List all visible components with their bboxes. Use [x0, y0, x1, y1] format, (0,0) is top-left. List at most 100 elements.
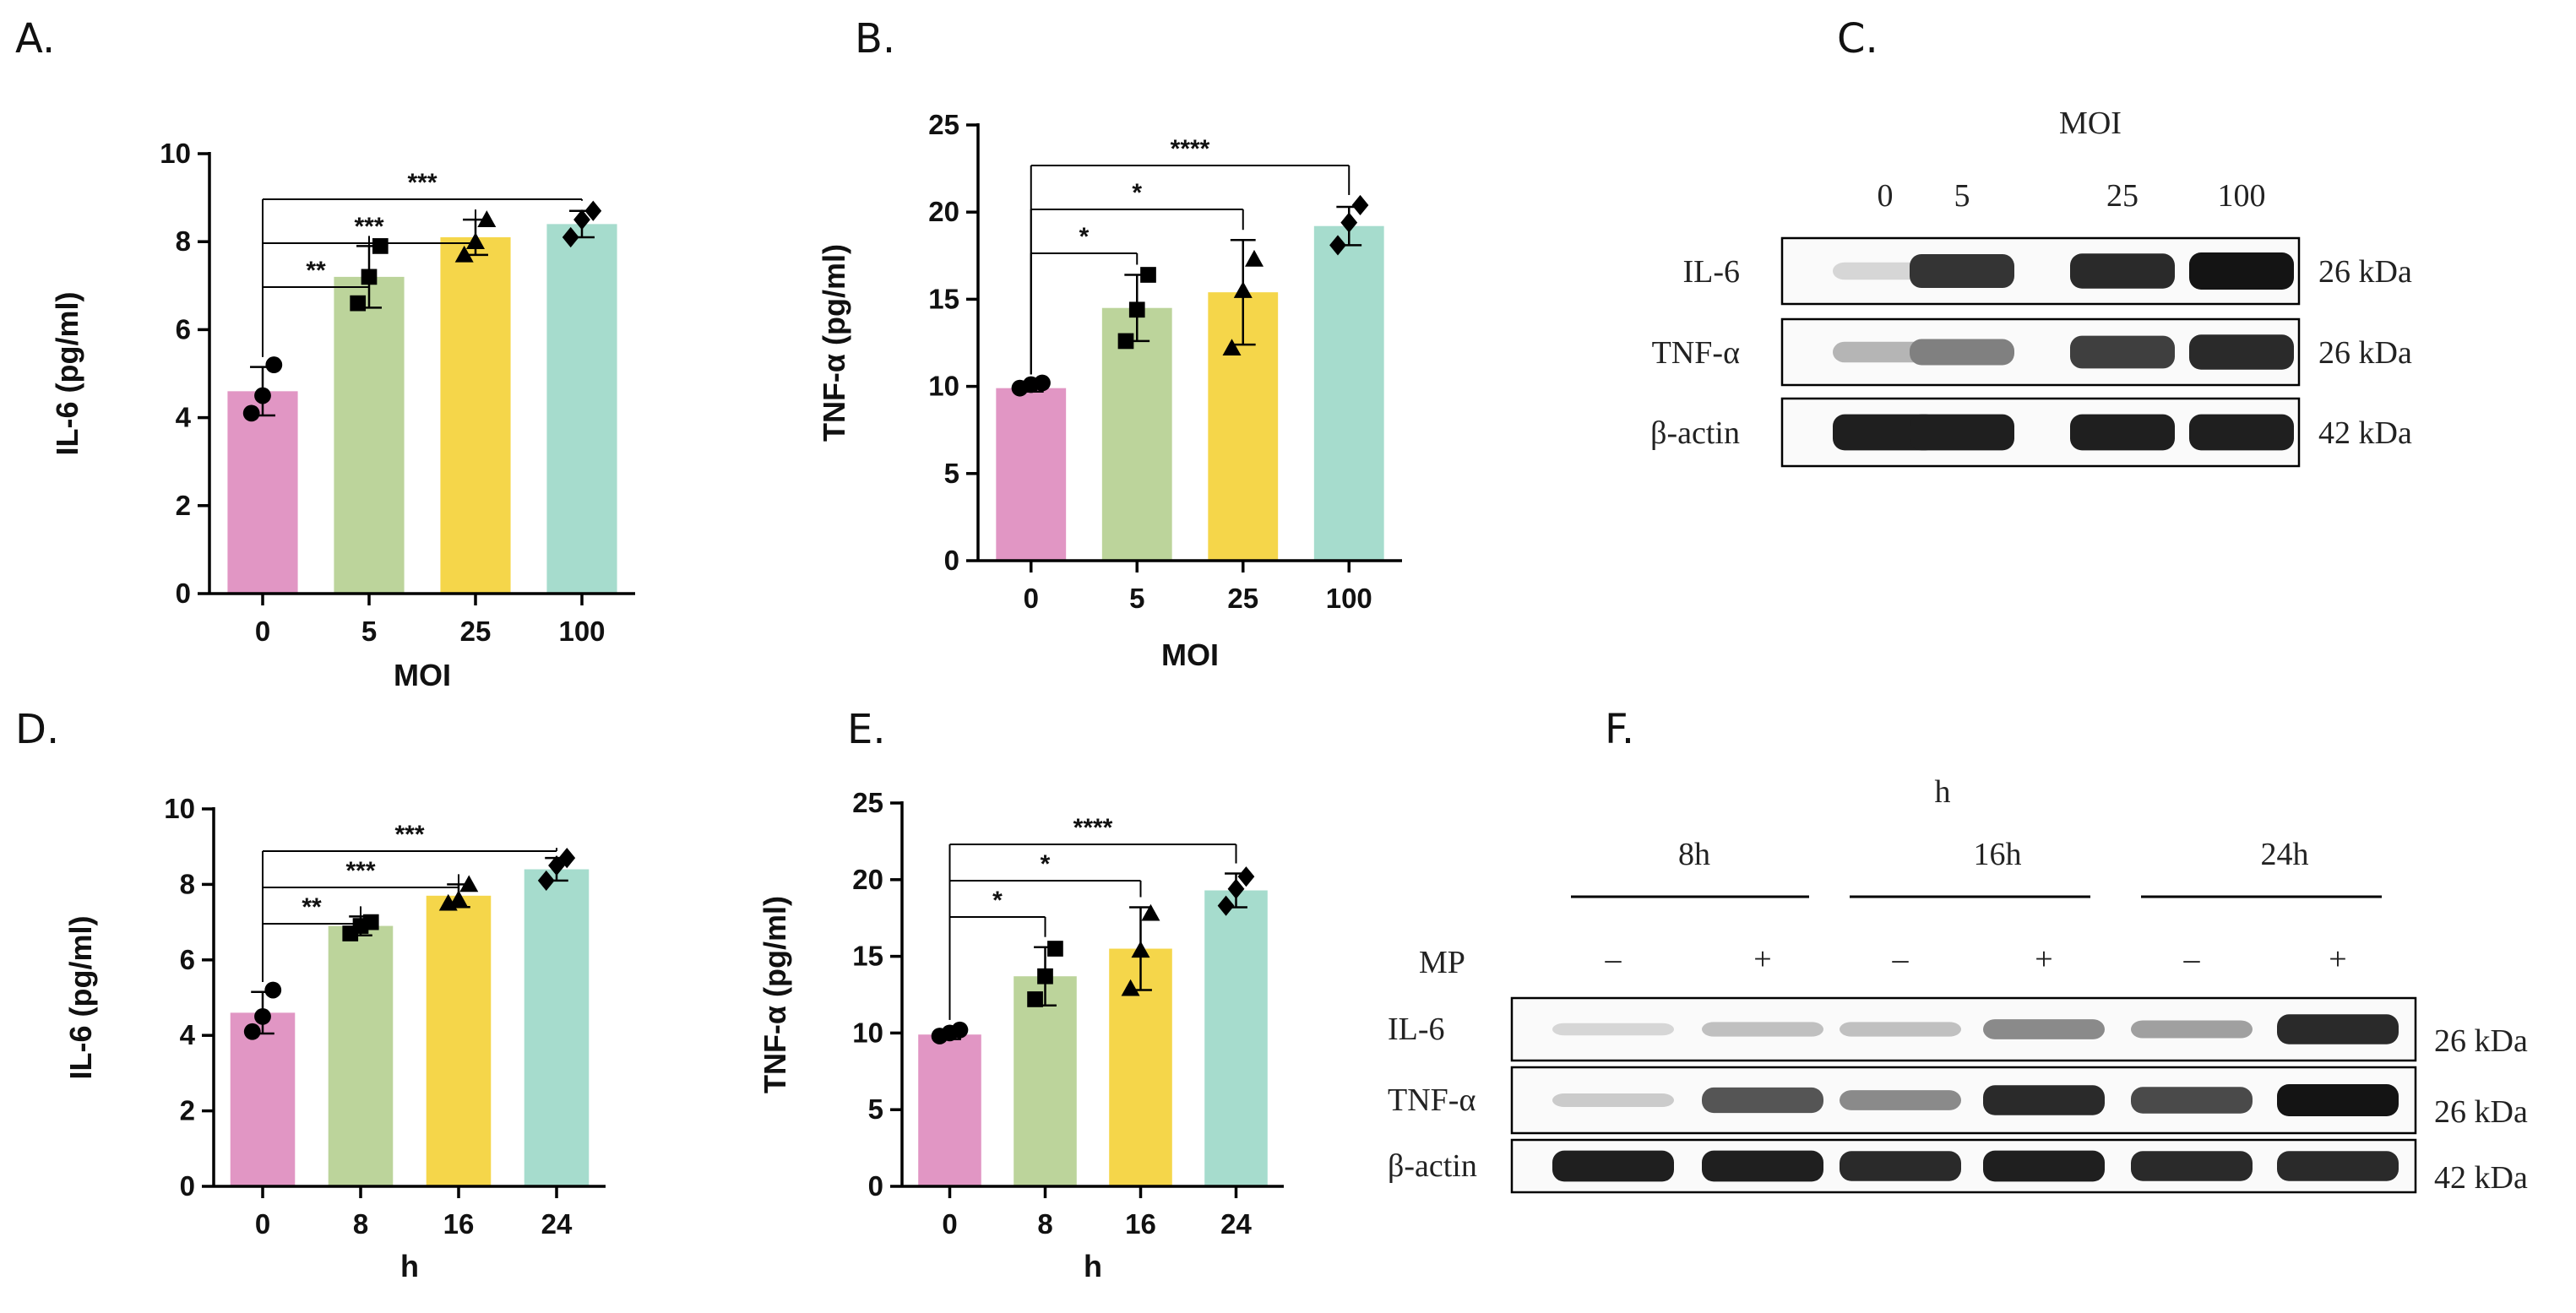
- significance-label: ****: [1073, 814, 1113, 842]
- y-tick-label: 20: [852, 864, 883, 895]
- band: [1552, 1093, 1674, 1107]
- band: [2277, 1014, 2399, 1044]
- band: [2070, 253, 2175, 289]
- data-point: [1217, 895, 1235, 916]
- significance-label: *: [1041, 850, 1051, 878]
- y-tick-label: 6: [176, 313, 191, 345]
- x-axis-title: h: [1084, 1249, 1102, 1283]
- data-point: [449, 890, 468, 908]
- x-tick-label: 25: [460, 616, 492, 647]
- data-point: [1128, 301, 1145, 318]
- y-tick-label: 5: [944, 458, 959, 489]
- band: [1552, 1150, 1674, 1182]
- lane-label: 5: [1954, 178, 1970, 214]
- band: [2277, 1084, 2399, 1116]
- group-label: 8h: [1678, 837, 1710, 872]
- band: [1552, 1023, 1674, 1036]
- blot-row-label: IL-6: [1682, 254, 1740, 290]
- band: [1983, 1019, 2105, 1039]
- data-point: [1037, 968, 1053, 985]
- y-tick-label: 8: [176, 225, 191, 257]
- band: [1983, 1085, 2105, 1115]
- significance-label: *: [1079, 223, 1090, 251]
- data-point: [1047, 941, 1063, 957]
- panel-letter: B.: [855, 15, 895, 62]
- mp-sign: –: [1605, 941, 1622, 977]
- data-point: [1329, 235, 1346, 256]
- y-tick-label: 10: [928, 371, 959, 402]
- x-tick-label: 8: [353, 1208, 368, 1240]
- y-tick-label: 15: [928, 283, 959, 314]
- x-tick-label: 5: [361, 616, 377, 647]
- y-axis-title: IL-6 (pg/ml): [50, 292, 84, 456]
- y-tick-label: 0: [180, 1170, 195, 1202]
- y-axis-title: TNF-α (pg/ml): [758, 896, 792, 1093]
- bar: [334, 276, 405, 594]
- bar: [1101, 307, 1172, 561]
- mp-sign: –: [2183, 941, 2201, 977]
- band: [2070, 335, 2175, 369]
- x-tick-label: 16: [443, 1208, 475, 1240]
- y-tick-label: 10: [160, 138, 191, 169]
- band: [1702, 1087, 1823, 1114]
- kda-label: 42 kDa: [2434, 1160, 2528, 1196]
- data-point: [573, 209, 590, 231]
- significance-label: ***: [345, 857, 375, 885]
- band: [2131, 1020, 2253, 1039]
- y-tick-label: 20: [928, 196, 959, 227]
- lane-label: 25: [2106, 178, 2139, 214]
- data-point: [454, 245, 474, 263]
- y-tick-label: 25: [852, 787, 883, 818]
- lane-label: 0: [1878, 178, 1894, 214]
- data-point: [1121, 979, 1140, 996]
- data-point: [264, 981, 282, 999]
- x-tick-label: 100: [558, 616, 605, 647]
- data-point: [254, 387, 271, 404]
- band: [1840, 1151, 1961, 1181]
- significance-label: **: [302, 893, 322, 921]
- mp-sign: +: [2035, 941, 2052, 977]
- blot-header: h: [1935, 774, 1951, 810]
- data-point: [477, 210, 497, 227]
- bar: [440, 236, 511, 594]
- y-tick-label: 10: [164, 793, 195, 824]
- panel-letter: D.: [15, 706, 59, 753]
- band: [1910, 339, 2014, 366]
- y-tick-label: 2: [180, 1095, 195, 1126]
- kda-label: 26 kDa: [2318, 335, 2412, 371]
- significance-label: ***: [354, 213, 383, 241]
- mp-sign: +: [2329, 941, 2346, 977]
- data-point: [584, 200, 602, 221]
- bar: [1204, 890, 1268, 1186]
- y-tick-label: 10: [852, 1017, 883, 1048]
- western-blot-f: F. h 8h 16h 24h MP – + – + – + IL-6 26 kDa TNF-α 26 kDa…: [1388, 706, 2528, 1196]
- kda-label: 26 kDa: [2434, 1094, 2528, 1130]
- band: [1702, 1022, 1823, 1037]
- significance-label: ***: [407, 169, 437, 197]
- data-point: [1340, 212, 1358, 233]
- band: [2131, 1087, 2253, 1114]
- y-tick-label: 0: [176, 578, 191, 609]
- y-tick-label: 0: [868, 1170, 883, 1202]
- y-tick-label: 4: [176, 402, 192, 433]
- data-point: [1227, 878, 1245, 899]
- y-tick-label: 0: [944, 545, 959, 576]
- significance-label: ****: [1171, 135, 1210, 163]
- data-point: [459, 875, 479, 893]
- data-point: [1141, 903, 1160, 921]
- bar: [524, 869, 590, 1186]
- data-point: [243, 1023, 261, 1040]
- x-axis-title: MOI: [394, 658, 451, 692]
- band: [1840, 1022, 1961, 1037]
- kda-label: 26 kDa: [2434, 1023, 2528, 1059]
- blot-row-label: β-actin: [1650, 415, 1740, 451]
- band: [2070, 414, 2175, 451]
- blot-row-label: β-actin: [1388, 1148, 1477, 1184]
- significance-label: *: [1132, 179, 1142, 207]
- x-tick-label: 16: [1125, 1208, 1156, 1240]
- bar: [230, 1012, 296, 1186]
- bar: [426, 895, 492, 1186]
